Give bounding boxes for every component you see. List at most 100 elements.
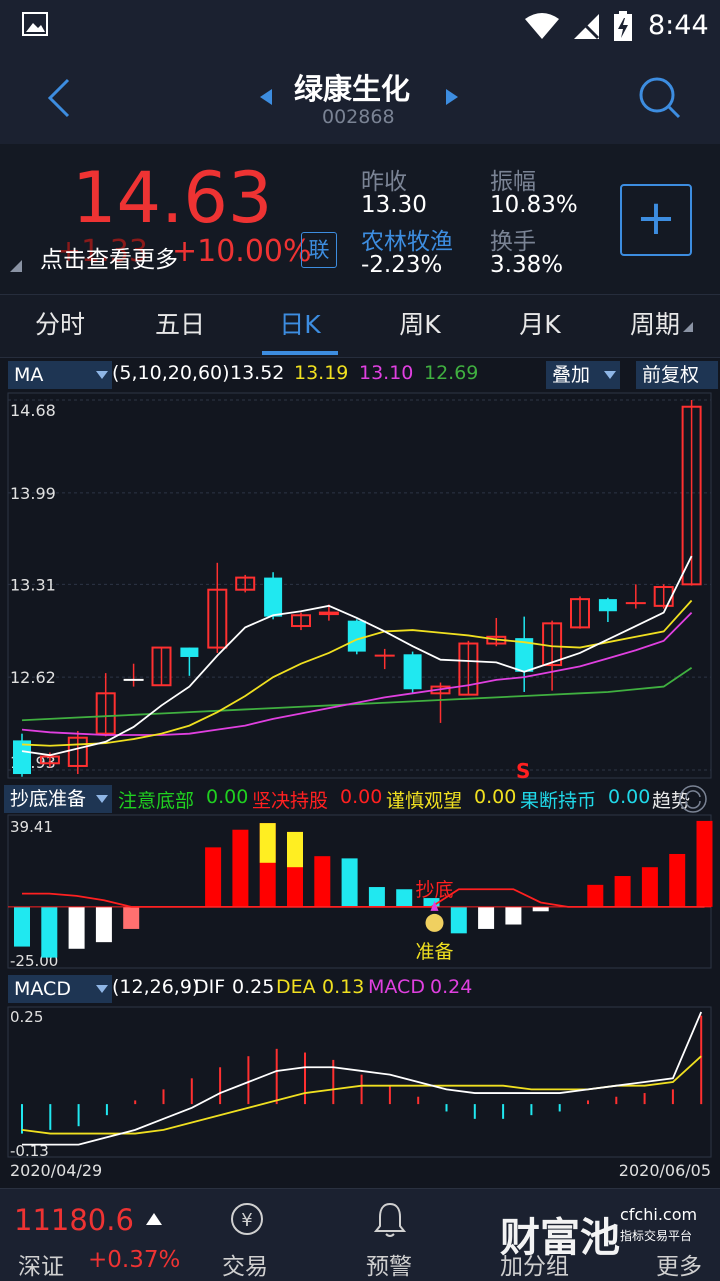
- index-value[interactable]: 11180.6: [14, 1203, 134, 1237]
- chaodi-bar: [41, 906, 58, 958]
- overlay-select[interactable]: 叠加: [546, 361, 620, 389]
- sector-label[interactable]: 农林牧渔: [361, 229, 453, 255]
- stock-code: 002868: [322, 106, 395, 128]
- ma-indicator-select[interactable]: MA: [8, 361, 112, 389]
- kline-candle: [681, 405, 702, 586]
- chaodi-signal-label: 抄底: [416, 879, 454, 901]
- chaodi-bar: [423, 898, 440, 907]
- kline-candle: [653, 586, 674, 607]
- tab-five-day[interactable]: 五日: [154, 310, 205, 339]
- chevron-down-icon: [96, 795, 108, 803]
- watermark-logo: 财富池: [500, 1215, 620, 1261]
- macd-y-tick-label: 0.25: [10, 1008, 43, 1026]
- corner-triangle-icon: [10, 260, 22, 272]
- tab-monthly-k[interactable]: 月K: [519, 310, 561, 339]
- chaodi-bar: [396, 889, 413, 907]
- chaodi-bar: [505, 906, 522, 925]
- macd-value: 0.24: [430, 976, 473, 998]
- chaodi-bar: [368, 887, 385, 907]
- trade-icon[interactable]: ¥: [229, 1201, 265, 1237]
- chaodi-bar: [532, 906, 549, 912]
- chaodi-bar: [450, 906, 467, 934]
- tab-daily-k[interactable]: 日K: [279, 310, 321, 339]
- quote-panel[interactable]: 14.63 +1.33 +10.00% 点击查看更多 联 昨收 13.30 农林…: [0, 144, 720, 294]
- kline-ma10-line: [21, 599, 693, 747]
- kline-candle: [515, 638, 534, 672]
- no-signal-icon: [574, 14, 600, 40]
- ma60-value: 12.69: [424, 362, 479, 384]
- chaodi-bar: [205, 847, 222, 907]
- macd-params: (12,26,9): [112, 976, 200, 998]
- up-arrow-icon: [146, 1213, 162, 1225]
- kline-candle: [67, 736, 88, 767]
- more-info-hint[interactable]: 点击查看更多: [40, 247, 178, 273]
- prev-close-value: 13.30: [361, 192, 427, 218]
- status-time: 8:44: [648, 10, 709, 41]
- chaodi-bar: [614, 876, 631, 907]
- turnover-label: 换手: [490, 229, 536, 255]
- chaodi-item-value: 0.00: [340, 786, 383, 808]
- chaodi-bar: [669, 853, 686, 907]
- kline-y-tick-label: 12.62: [10, 668, 56, 687]
- macd-label: MACD: [368, 976, 425, 998]
- chaodi-indicator-select[interactable]: 抄底准备: [4, 785, 112, 813]
- add-watchlist-button[interactable]: +: [620, 184, 692, 256]
- amplitude-label: 振幅: [490, 169, 536, 195]
- svg-text:¥: ¥: [241, 1210, 252, 1231]
- chaodi-bar-highlight: [287, 831, 303, 868]
- macd-indicator-select[interactable]: MACD: [8, 975, 112, 1003]
- search-icon[interactable]: [638, 76, 682, 120]
- tab-weekly-k[interactable]: 周K: [399, 310, 441, 339]
- kline-ma60-line: [21, 666, 693, 722]
- dif-value: 0.25: [232, 976, 275, 998]
- kline-candle: [151, 646, 172, 687]
- sell-signal-marker: S: [516, 759, 530, 780]
- back-icon[interactable]: [44, 78, 74, 118]
- alert-label[interactable]: 预警: [366, 1254, 412, 1280]
- chaodi-marker-icon: [430, 900, 439, 911]
- related-button[interactable]: 联: [301, 232, 337, 268]
- price-change-pct: +10.00%: [172, 234, 312, 269]
- chaodi-bar: [95, 906, 112, 943]
- kline-ma20-line: [21, 611, 693, 736]
- chaodi-bar-highlight: [259, 823, 276, 863]
- macd-dif-line: [22, 1011, 703, 1146]
- stock-name: 绿康生化: [294, 72, 411, 106]
- bell-icon[interactable]: [372, 1201, 408, 1239]
- kline-candle: [264, 577, 283, 617]
- chaodi-y-tick-label: 39.41: [10, 818, 53, 836]
- ma10-value: 13.19: [294, 362, 349, 384]
- watermark-sub: 指标交易平台: [620, 1229, 693, 1243]
- macd-y-tick-label: -0.13: [10, 1142, 49, 1160]
- chaodi-item-value: 0.00: [608, 786, 651, 808]
- tab-intraday[interactable]: 分时: [34, 310, 85, 339]
- kline-candle: [95, 692, 116, 735]
- app-header: 绿康生化 002868: [0, 52, 720, 144]
- chaodi-item-value: 0.00: [206, 786, 249, 808]
- kline-ma5-line: [21, 555, 693, 757]
- current-price: 14.63: [72, 157, 273, 239]
- kline-candle: [235, 576, 256, 591]
- chaodi-bar: [587, 884, 604, 907]
- battery-charging-icon: [614, 11, 632, 41]
- refresh-icon[interactable]: [678, 784, 708, 814]
- next-stock-icon[interactable]: [444, 88, 460, 106]
- chaodi-bar: [68, 906, 85, 949]
- prev-stock-icon[interactable]: [258, 88, 274, 106]
- trade-label[interactable]: 交易: [222, 1254, 268, 1280]
- add-group-label[interactable]: 加分组: [500, 1254, 569, 1280]
- chaodi-bar: [14, 906, 30, 947]
- adjust-button[interactable]: 前复权: [636, 361, 718, 389]
- chaodi-item-label: 果断持币: [520, 790, 597, 812]
- more-label[interactable]: 更多: [656, 1254, 702, 1280]
- ma-indicator-label: MA: [14, 364, 44, 386]
- index-name: 深证: [18, 1254, 64, 1280]
- chevron-down-icon: [96, 371, 108, 379]
- chaodi-bar: [123, 906, 140, 929]
- tab-period[interactable]: 周期: [629, 310, 680, 339]
- chaodi-bar: [341, 858, 358, 907]
- dif-label: DIF: [194, 976, 226, 998]
